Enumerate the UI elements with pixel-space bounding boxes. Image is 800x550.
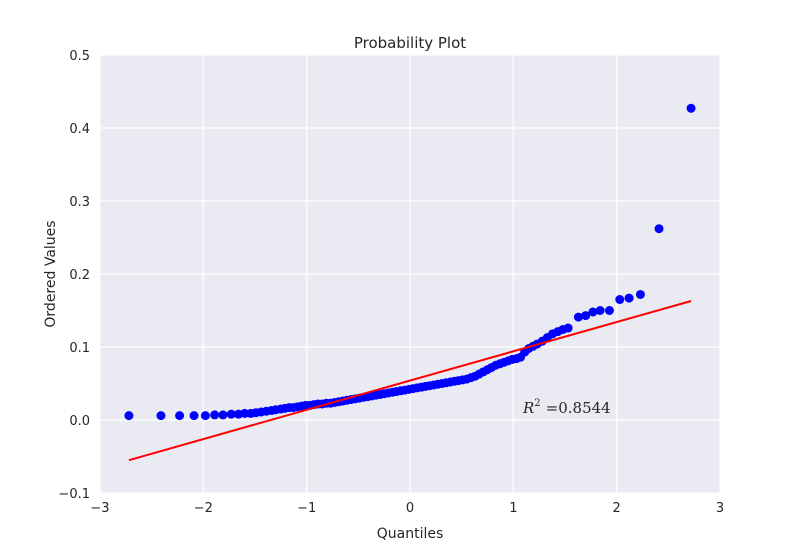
data-point: [686, 103, 696, 113]
fit-line: [128, 300, 692, 462]
y-tick-label: 0.0: [69, 414, 90, 429]
data-point: [218, 410, 228, 420]
x-tick-label: 3: [716, 501, 724, 516]
data-point: [604, 306, 614, 315]
data-point: [200, 411, 210, 421]
r-squared-annotation: R2 =0.8544: [522, 398, 611, 417]
y-tick-label: −0.1: [58, 487, 90, 502]
chart-title: Probability Plot: [354, 34, 466, 52]
x-tick-label: 2: [613, 501, 621, 516]
x-tick-label: −2: [194, 501, 213, 516]
y-tick-label: 0.1: [69, 341, 90, 356]
data-point: [581, 311, 591, 321]
data-points: [124, 103, 696, 421]
grid: [99, 54, 721, 494]
x-tick-label: 1: [509, 501, 517, 516]
data-point: [573, 312, 583, 322]
data-point: [654, 224, 664, 234]
y-tick-label: 0.3: [69, 195, 90, 210]
data-point: [175, 411, 185, 421]
data-point: [124, 411, 134, 421]
data-point: [226, 409, 236, 419]
data-point: [210, 410, 220, 420]
data-point: [563, 323, 573, 333]
data-point: [588, 307, 598, 317]
data-point: [615, 295, 625, 305]
data-point: [635, 289, 645, 299]
y-tick-labels: −0.1 0.0 0.1 0.2 0.3 0.4 0.5: [58, 49, 90, 502]
x-axis-label: Quantiles: [377, 526, 444, 542]
y-tick-label: 0.4: [69, 122, 90, 137]
y-tick-label: 0.5: [69, 49, 90, 64]
x-tick-label: −3: [90, 501, 109, 516]
y-axis-label: Ordered Values: [43, 220, 59, 327]
data-point: [156, 411, 166, 421]
x-tick-label: −1: [297, 501, 316, 516]
data-point: [595, 306, 605, 315]
data-point: [240, 408, 250, 418]
data-point: [189, 411, 199, 421]
y-tick-label: 0.2: [69, 268, 90, 283]
x-tick-labels: −3 −2 −1 0 1 2 3: [90, 501, 724, 516]
x-tick-label: 0: [406, 501, 414, 516]
data-point: [624, 293, 634, 303]
